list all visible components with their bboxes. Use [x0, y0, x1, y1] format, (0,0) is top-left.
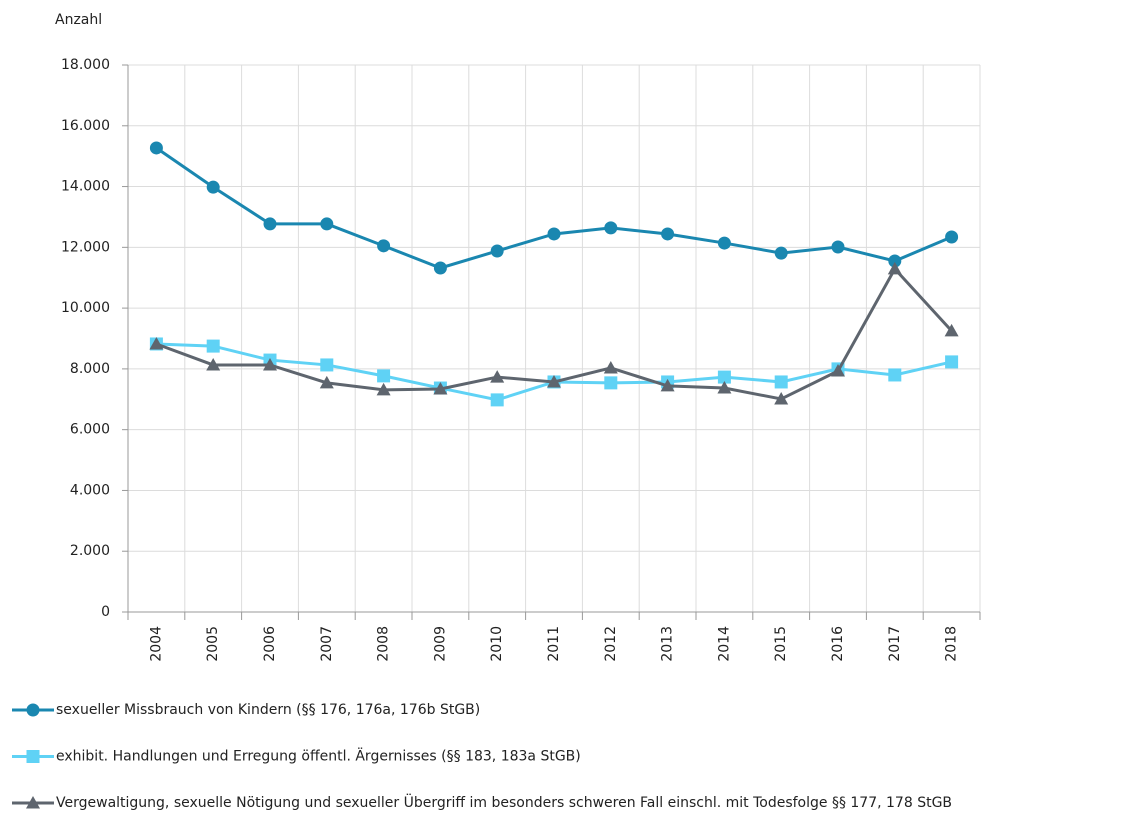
point — [490, 393, 504, 407]
x-tick-label: 2008 — [376, 626, 392, 662]
x-tick-label: 2018 — [944, 626, 960, 662]
point — [377, 239, 391, 253]
point — [831, 364, 845, 377]
x-tick-label: 2016 — [830, 626, 846, 662]
point — [149, 141, 163, 155]
point — [660, 378, 675, 392]
point — [433, 381, 448, 395]
point — [717, 236, 731, 250]
legend-marker — [26, 796, 40, 809]
x-tick-label: 2011 — [546, 626, 562, 662]
point — [774, 246, 788, 260]
point — [604, 221, 618, 235]
y-tick-label: 14.000 — [61, 179, 110, 195]
x-tick-label: 2007 — [319, 626, 335, 662]
x-tick-label: 2014 — [716, 626, 732, 662]
point — [490, 370, 505, 383]
legend-label: Vergewaltigung, sexuelle Nötigung und se… — [56, 793, 952, 811]
point — [603, 360, 618, 374]
y-tick-label: 12.000 — [61, 239, 110, 255]
point — [604, 376, 618, 390]
y-tick-label: 6.000 — [70, 422, 110, 438]
point — [206, 180, 220, 194]
y-tick-label: 18.000 — [61, 57, 110, 73]
point — [717, 381, 732, 394]
point — [661, 227, 675, 241]
point — [320, 358, 334, 372]
legend-label: exhibit. Handlungen und Erregung öffentl… — [56, 747, 581, 765]
x-tick-label: 2009 — [432, 626, 448, 662]
point — [376, 382, 391, 396]
point — [263, 357, 277, 371]
x-tick-label: 2004 — [148, 626, 164, 662]
point — [433, 261, 447, 275]
point — [945, 230, 959, 244]
legend-marker — [26, 703, 40, 717]
y-tick-label: 8.000 — [70, 361, 110, 377]
point — [319, 375, 334, 389]
x-tick-label: 2006 — [262, 626, 278, 662]
y-tick-label: 16.000 — [61, 118, 110, 134]
point — [547, 227, 561, 241]
point — [888, 368, 902, 382]
point — [547, 374, 561, 388]
y-axis-label: Anzahl — [55, 12, 102, 28]
x-tick-label: 2010 — [489, 626, 505, 662]
x-tick-label: 2012 — [603, 626, 619, 662]
x-tick-label: 2005 — [205, 626, 221, 662]
point — [831, 240, 845, 254]
y-tick-label: 2.000 — [70, 543, 110, 559]
point — [887, 261, 902, 275]
y-tick-label: 4.000 — [70, 482, 110, 498]
point — [320, 217, 334, 231]
y-tick-label: 10.000 — [61, 300, 110, 316]
x-tick-label: 2017 — [887, 626, 903, 662]
x-tick-label: 2013 — [660, 626, 676, 662]
point — [945, 355, 959, 369]
x-tick-label: 2015 — [773, 626, 789, 662]
y-tick-label: 0 — [101, 604, 110, 620]
legend-marker — [26, 750, 40, 763]
point — [774, 391, 789, 405]
point — [206, 357, 221, 371]
point — [149, 336, 164, 350]
point — [888, 254, 902, 268]
point — [717, 370, 731, 384]
point — [774, 375, 788, 389]
point — [206, 339, 220, 353]
point — [944, 323, 959, 337]
point — [377, 369, 391, 383]
legend-label: sexueller Missbrauch von Kindern (§§ 176… — [56, 702, 480, 718]
point — [263, 217, 277, 231]
point — [490, 244, 504, 258]
